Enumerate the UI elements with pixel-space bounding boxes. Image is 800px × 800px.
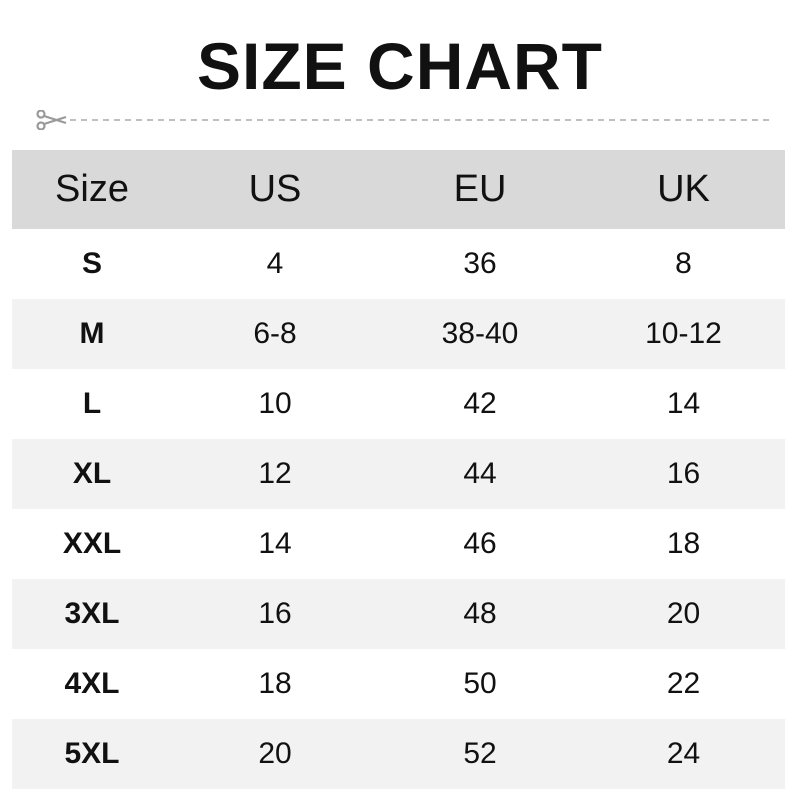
cell-size: M bbox=[79, 317, 105, 350]
cell-eu: 46 bbox=[463, 527, 497, 560]
cell-uk: 18 bbox=[666, 527, 701, 560]
cell-us: 10 bbox=[258, 387, 292, 420]
cell-uk: 24 bbox=[666, 737, 701, 770]
cell-us: 4 bbox=[266, 247, 284, 280]
table-header-row: Size US EU UK bbox=[12, 150, 785, 229]
header-eu: EU bbox=[453, 168, 507, 210]
cell-eu: 48 bbox=[463, 597, 497, 630]
cell-eu: 38-40 bbox=[441, 317, 519, 350]
header-size: Size bbox=[55, 168, 129, 210]
cell-size: XXL bbox=[62, 527, 122, 560]
size-table: Size US EU UK S 4 36 8 M 6-8 38-40 10-12 L 10 42 14… bbox=[12, 150, 785, 789]
table-row: 3XL 16 48 20 bbox=[12, 579, 785, 649]
cell-uk: 20 bbox=[666, 597, 701, 630]
cell-uk: 16 bbox=[666, 457, 701, 490]
table-row: 5XL 20 52 24 bbox=[12, 719, 785, 789]
cell-eu: 52 bbox=[463, 737, 497, 770]
page-title: SIZE CHART bbox=[197, 29, 603, 103]
cell-us: 12 bbox=[258, 457, 292, 490]
cell-size: L bbox=[82, 387, 102, 420]
cell-us: 14 bbox=[258, 527, 292, 560]
table-row: S 4 36 8 bbox=[12, 229, 785, 299]
scissors-icon bbox=[36, 110, 67, 130]
cell-uk: 10-12 bbox=[645, 317, 722, 350]
cell-us: 18 bbox=[258, 667, 292, 700]
cell-size: XL bbox=[72, 457, 112, 490]
table-row: M 6-8 38-40 10-12 bbox=[12, 299, 785, 369]
cut-line bbox=[36, 110, 770, 130]
cell-size: S bbox=[81, 247, 102, 280]
cell-us: 6-8 bbox=[253, 317, 297, 350]
cell-eu: 50 bbox=[463, 667, 497, 700]
cell-size: 3XL bbox=[64, 597, 120, 630]
table-row: L 10 42 14 bbox=[12, 369, 785, 439]
cell-size: 4XL bbox=[64, 667, 120, 700]
cell-eu: 36 bbox=[463, 247, 497, 280]
table-row: 4XL 18 50 22 bbox=[12, 649, 785, 719]
header-us: US bbox=[248, 168, 302, 210]
cell-eu: 42 bbox=[463, 387, 497, 420]
cell-uk: 22 bbox=[666, 667, 701, 700]
table-row: XXL 14 46 18 bbox=[12, 509, 785, 579]
cell-uk: 8 bbox=[675, 247, 692, 280]
cell-uk: 14 bbox=[666, 387, 701, 420]
cell-size: 5XL bbox=[64, 737, 120, 770]
cell-eu: 44 bbox=[463, 457, 497, 490]
cell-us: 20 bbox=[258, 737, 292, 770]
header-uk: UK bbox=[657, 168, 710, 210]
table-row: XL 12 44 16 bbox=[12, 439, 785, 509]
cell-us: 16 bbox=[258, 597, 292, 630]
